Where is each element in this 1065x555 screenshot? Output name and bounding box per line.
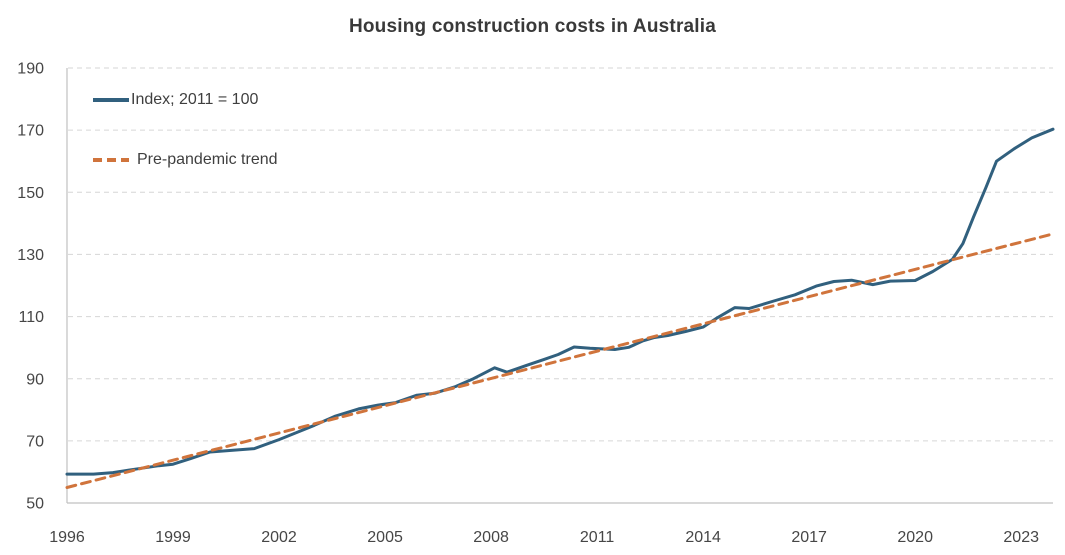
- y-axis-label-90: 90: [26, 371, 44, 388]
- y-axis-label-50: 50: [26, 496, 44, 513]
- y-axis-label-170: 170: [17, 123, 44, 140]
- x-axis-label-2020: 2020: [897, 529, 933, 546]
- index-line-swatch: [93, 98, 129, 102]
- x-axis-label-2014: 2014: [685, 529, 721, 546]
- x-axis-label-2002: 2002: [261, 529, 297, 546]
- y-axis-label-70: 70: [26, 433, 44, 450]
- y-axis-label-110: 110: [18, 309, 44, 326]
- x-axis-label-2008: 2008: [473, 529, 509, 546]
- index-line: [65, 127, 1055, 476]
- y-axis-label-190: 190: [17, 61, 44, 78]
- chart-title: Housing construction costs in Australia: [348, 16, 717, 37]
- legend: Index; 2011 = 100 Pre-pandemic trend: [93, 89, 278, 171]
- legend-item-index: Index; 2011 = 100: [93, 89, 278, 111]
- trend-line-swatch: [93, 158, 129, 162]
- legend-item-trend: Pre-pandemic trend: [93, 149, 278, 171]
- x-axis-label-1996: 1996: [49, 529, 85, 546]
- x-axis-label-2017: 2017: [791, 529, 827, 546]
- legend-label-trend: Pre-pandemic trend: [137, 151, 278, 168]
- x-axis-label-2011: 2011: [580, 529, 615, 546]
- x-axis-label-1999: 1999: [155, 529, 191, 546]
- y-axis-label-150: 150: [17, 185, 44, 202]
- y-axis-label-130: 130: [17, 247, 44, 264]
- trend-line: [65, 232, 1055, 489]
- x-axis-label-2023: 2023: [1003, 529, 1039, 546]
- legend-label-index: Index; 2011 = 100: [131, 91, 259, 108]
- x-axis-label-2005: 2005: [367, 529, 403, 546]
